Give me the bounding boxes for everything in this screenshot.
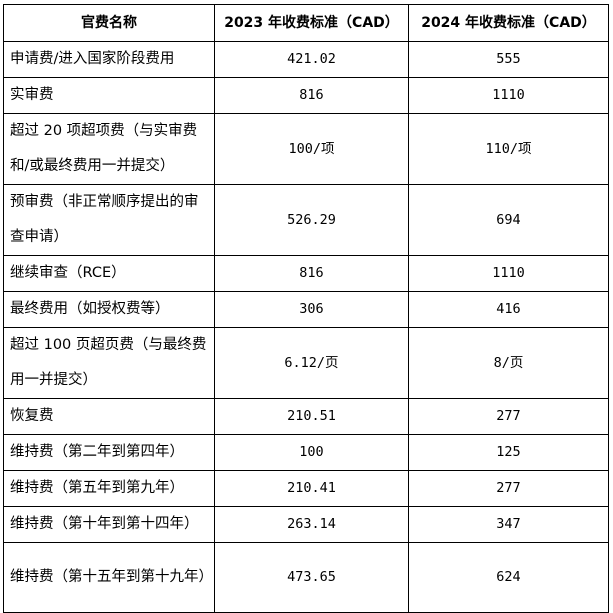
- fee-2024-cell: 555: [408, 41, 609, 78]
- fee-name-cell: 维持费（第五年到第九年）: [3, 470, 215, 507]
- fee-name-cell: 预审费（非正常顺序提出的审查申请）: [3, 184, 215, 256]
- fee-name-cell: 实审费: [3, 77, 215, 114]
- fee-2024-cell: 694: [408, 184, 609, 256]
- fee-2023-cell: 306: [214, 291, 409, 328]
- fee-name-cell: 维持费（第十五年到第十九年）: [3, 542, 215, 613]
- fee-2023-cell: 100/项: [214, 113, 409, 185]
- fee-2023-cell: 816: [214, 77, 409, 114]
- fee-2023-cell: 210.51: [214, 398, 409, 435]
- table-row: 超过 100 页超页费（与最终费用一并提交） 6.12/页 8/页: [3, 327, 609, 399]
- fee-2024-cell: 1110: [408, 255, 609, 292]
- fee-name-cell: 超过 20 项超项费（与实审费和/或最终费用一并提交）: [3, 113, 215, 185]
- fee-name-cell: 超过 100 页超页费（与最终费用一并提交）: [3, 327, 215, 399]
- fee-2024-cell: 277: [408, 398, 609, 435]
- fee-2023-cell: 263.14: [214, 506, 409, 543]
- fee-name-cell: 继续审查（RCE）: [3, 255, 215, 292]
- fee-2023-cell: 210.41: [214, 470, 409, 507]
- fee-2024-cell: 277: [408, 470, 609, 507]
- fee-name-cell: 申请费/进入国家阶段费用: [3, 41, 215, 78]
- table-row: 预审费（非正常顺序提出的审查申请） 526.29 694: [3, 184, 609, 256]
- fee-2024-cell: 8/页: [408, 327, 609, 399]
- fee-2023-cell: 100: [214, 434, 409, 471]
- table-row: 恢复费 210.51 277: [3, 398, 609, 435]
- table-row: 维持费（第十五年到第十九年） 473.65 624: [3, 542, 609, 613]
- fee-2024-cell: 110/项: [408, 113, 609, 185]
- fee-name-cell: 维持费（第十年到第十四年）: [3, 506, 215, 543]
- fee-2023-cell: 6.12/页: [214, 327, 409, 399]
- table-row: 维持费（第十年到第十四年） 263.14 347: [3, 506, 609, 543]
- fee-2024-cell: 125: [408, 434, 609, 471]
- header-fee-name: 官费名称: [3, 4, 215, 42]
- table-row: 维持费（第五年到第九年） 210.41 277: [3, 470, 609, 507]
- table-row: 申请费/进入国家阶段费用 421.02 555: [3, 41, 609, 78]
- fee-name-cell: 维持费（第二年到第四年）: [3, 434, 215, 471]
- fee-2024-cell: 1110: [408, 77, 609, 114]
- fee-2023-cell: 421.02: [214, 41, 409, 78]
- table-row: 继续审查（RCE） 816 1110: [3, 255, 609, 292]
- table-row: 实审费 816 1110: [3, 77, 609, 114]
- fee-2024-cell: 416: [408, 291, 609, 328]
- table-row: 最终费用（如授权费等） 306 416: [3, 291, 609, 328]
- fee-name-cell: 最终费用（如授权费等）: [3, 291, 215, 328]
- header-2024: 2024 年收费标准（CAD）: [408, 4, 609, 42]
- header-row: 官费名称 2023 年收费标准（CAD） 2024 年收费标准（CAD）: [3, 4, 609, 42]
- table-row: 维持费（第二年到第四年） 100 125: [3, 434, 609, 471]
- fee-2024-cell: 347: [408, 506, 609, 543]
- fee-table: 官费名称 2023 年收费标准（CAD） 2024 年收费标准（CAD） 申请费…: [3, 4, 609, 613]
- fee-2024-cell: 624: [408, 542, 609, 613]
- header-2023: 2023 年收费标准（CAD）: [214, 4, 409, 42]
- fee-name-cell: 恢复费: [3, 398, 215, 435]
- fee-2023-cell: 816: [214, 255, 409, 292]
- table-row: 超过 20 项超项费（与实审费和/或最终费用一并提交） 100/项 110/项: [3, 113, 609, 185]
- fee-2023-cell: 473.65: [214, 542, 409, 613]
- fee-2023-cell: 526.29: [214, 184, 409, 256]
